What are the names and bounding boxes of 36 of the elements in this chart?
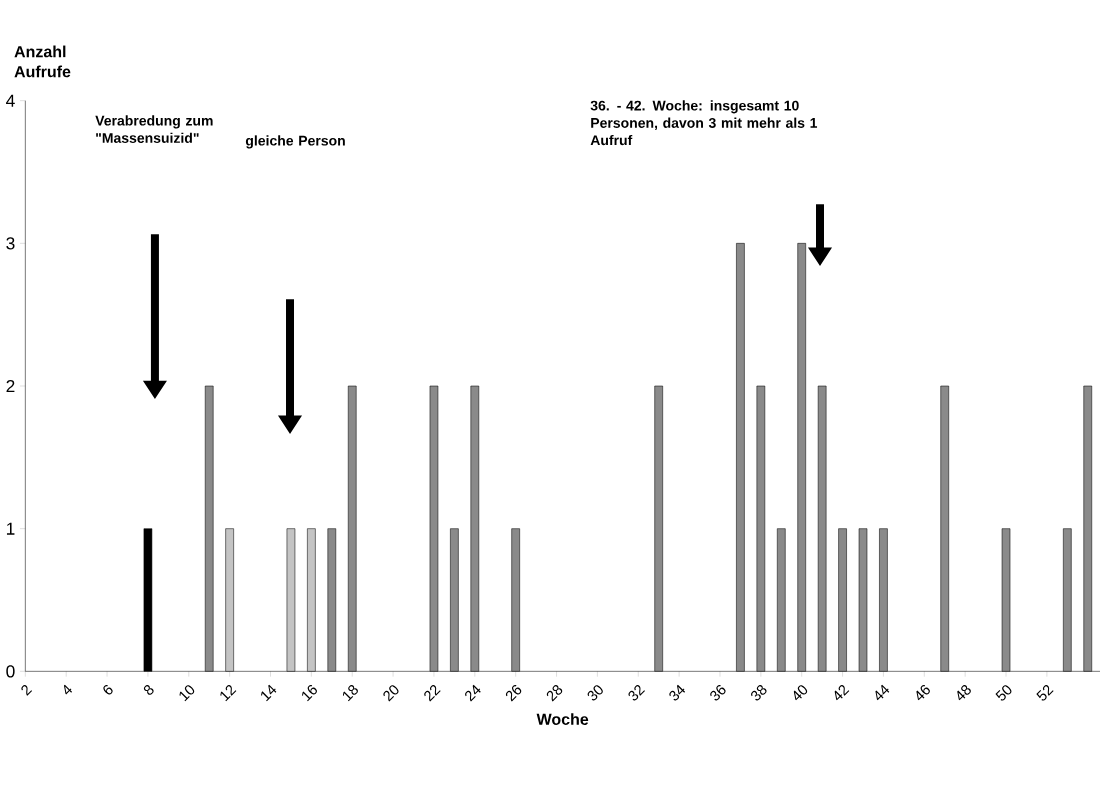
x-tick-label: 14 <box>261 684 277 702</box>
x-tick-label: 4 <box>63 684 73 695</box>
x-tick-label: 8 <box>143 685 154 695</box>
x-tick-label: 12 <box>220 685 237 702</box>
x-tick-label: 16 <box>302 685 317 702</box>
y-tick-label: 2 <box>6 379 15 393</box>
annotation: Verabredung zum "Massensuizid" <box>95 115 213 143</box>
annotation: gleiche Person <box>245 135 345 149</box>
x-axis-title: Woche <box>536 713 589 725</box>
x-tick-label: 32 <box>628 685 645 701</box>
x-tick-label: 18 <box>342 685 358 702</box>
x-tick-label: 22 <box>424 685 441 702</box>
x-tick-label: 6 <box>103 685 113 695</box>
x-tick-label: 44 <box>875 684 890 701</box>
x-tick-label: 34 <box>669 684 686 701</box>
annotation: 36. - 42. Woche: insgesamt 10 Personen, davon 3 mit mehr als 1 Aufruf <box>590 100 818 146</box>
x-tick-label: 20 <box>383 685 399 702</box>
x-tick-label: 48 <box>957 685 971 701</box>
y-tick-label: 0 <box>6 665 15 678</box>
y-tick-label: 4 <box>6 94 15 107</box>
x-tick-label: 30 <box>587 685 603 701</box>
y-tick-label: 3 <box>6 237 15 250</box>
x-tick-label: 28 <box>546 685 563 702</box>
x-tick-label: 2 <box>21 685 33 696</box>
x-tick-label: 10 <box>179 685 195 702</box>
y-tick-label: 1 <box>6 522 15 535</box>
x-tick-label: 52 <box>1036 685 1054 701</box>
x-tick-label: 46 <box>916 685 930 701</box>
x-tick-label: 26 <box>505 685 522 702</box>
x-tick-label: 50 <box>995 685 1012 701</box>
x-tick-label: 24 <box>465 684 481 702</box>
x-tick-label: 40 <box>793 685 808 701</box>
x-tick-label: 42 <box>834 685 850 701</box>
y-axis-title: Anzahl Aufrufe <box>14 45 71 78</box>
x-tick-label: 38 <box>751 685 767 701</box>
x-tick-label: 36 <box>710 685 726 701</box>
